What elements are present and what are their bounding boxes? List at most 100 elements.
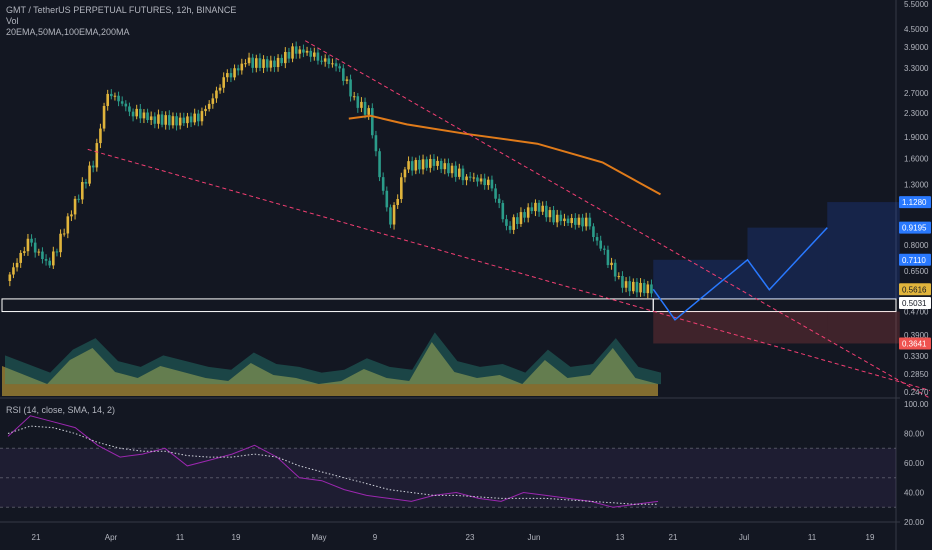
- candle-body: [465, 176, 468, 181]
- candle-body: [439, 160, 443, 170]
- candle-body: [236, 68, 240, 71]
- candle-body: [291, 46, 294, 59]
- rsi-tick-label: 40.00: [904, 489, 925, 498]
- candle-body: [77, 198, 80, 200]
- candle-body: [574, 218, 577, 225]
- candle-body: [55, 251, 59, 253]
- rsi-sma-line: [7, 425, 658, 505]
- time-tick-label: 9: [373, 533, 378, 542]
- candle-body: [410, 161, 414, 171]
- candle-body: [23, 251, 26, 253]
- candle-body: [313, 52, 316, 57]
- time-tick-label: Apr: [105, 533, 118, 542]
- candle-body: [392, 205, 396, 225]
- candle-body: [400, 177, 403, 200]
- candle-body: [298, 49, 302, 54]
- price-tick-label: 0.8000: [904, 241, 929, 250]
- price-badge: [899, 253, 931, 266]
- candle-body: [41, 251, 44, 260]
- lower-trendline: [87, 148, 931, 391]
- candle-body: [338, 66, 341, 69]
- candle-body: [374, 135, 378, 152]
- candle-body: [294, 46, 298, 54]
- price-tick-label: 2.3000: [904, 109, 929, 118]
- candle-body: [164, 115, 167, 125]
- candle-body: [66, 216, 70, 234]
- candle-body: [588, 217, 592, 227]
- candle-body: [305, 50, 309, 53]
- target-box: [653, 259, 748, 299]
- candle-body: [251, 57, 254, 68]
- candle-body: [52, 251, 55, 266]
- candle-body: [204, 108, 207, 112]
- candle-body: [276, 57, 280, 68]
- candle-body: [120, 101, 124, 104]
- candle-body: [175, 116, 178, 126]
- candle-body: [273, 60, 276, 68]
- candle-body: [88, 165, 91, 184]
- candle-body: [476, 177, 479, 182]
- price-badge-label: 0.5031: [902, 299, 927, 308]
- candle-body: [613, 262, 617, 277]
- candle-body: [505, 219, 508, 226]
- moving-average-line: [348, 114, 661, 196]
- candle-body: [352, 96, 356, 98]
- candle-body: [102, 105, 106, 129]
- candle-body: [280, 57, 283, 64]
- candle-body: [447, 163, 450, 174]
- candle-body: [534, 202, 537, 212]
- candle-body: [479, 178, 483, 182]
- candle-body: [606, 249, 610, 266]
- candle-body: [193, 113, 196, 123]
- trade-zones: [1, 202, 900, 344]
- price-tick-label: 1.9000: [904, 133, 929, 142]
- candle-body: [84, 182, 88, 184]
- candle-body: [421, 159, 425, 170]
- candle-body: [106, 93, 109, 106]
- price-badge-label: 0.7110: [902, 256, 926, 265]
- time-tick-label: 11: [176, 533, 185, 542]
- candle-body: [454, 165, 457, 177]
- candle-body: [621, 276, 624, 288]
- candle-body: [363, 101, 367, 115]
- candle-body: [48, 260, 51, 266]
- candle-body: [139, 108, 142, 119]
- candle-body: [73, 198, 77, 215]
- price-badge: [899, 297, 931, 310]
- candle-body: [178, 117, 182, 126]
- candle-body: [8, 274, 12, 282]
- candle-body: [603, 248, 606, 250]
- candle-body: [30, 238, 33, 243]
- rsi-panel: 100.00 80.00 60.00 40.00 20.00: [0, 400, 929, 527]
- candle-body: [62, 233, 66, 235]
- candle-body: [385, 190, 389, 208]
- candle-body: [15, 262, 19, 268]
- candle-body: [113, 95, 117, 97]
- candle-body: [200, 111, 204, 122]
- candle-body: [371, 108, 374, 136]
- candle-body: [450, 165, 454, 174]
- candle-body: [215, 90, 218, 99]
- candle-body: [334, 63, 338, 67]
- candle-body: [302, 49, 305, 53]
- candle-body: [559, 214, 563, 222]
- volume-area: [2, 332, 661, 396]
- candle-body: [414, 160, 418, 171]
- candle-body: [635, 281, 639, 293]
- candle-body: [135, 108, 138, 117]
- price-tick-label: 4.5000: [904, 25, 929, 34]
- time-tick-label: Jul: [739, 533, 749, 542]
- candle-body: [599, 240, 602, 249]
- candle-body: [226, 73, 229, 78]
- candle-body: [262, 59, 265, 68]
- candle-body: [91, 165, 95, 168]
- candle-body: [494, 188, 497, 199]
- candle-body: [146, 112, 149, 121]
- candle-body: [541, 205, 544, 212]
- candle-body: [490, 179, 494, 189]
- candle-body: [628, 281, 631, 292]
- volume-fill: [2, 342, 658, 396]
- candle-body: [287, 51, 291, 59]
- candle-body: [545, 205, 548, 218]
